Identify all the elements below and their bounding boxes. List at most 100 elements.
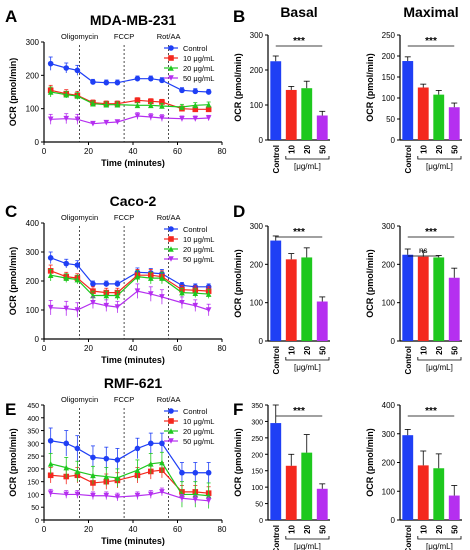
- data-point: [179, 289, 185, 296]
- legend-marker: [168, 428, 174, 434]
- category-label: 50: [450, 524, 459, 533]
- x-axis-label: [μg/mL]: [294, 542, 321, 550]
- data-point: [159, 115, 165, 121]
- x-tick-label: 80: [218, 344, 227, 353]
- x-tick-label: 60: [173, 344, 182, 353]
- y-tick-label: 200: [250, 260, 264, 269]
- bar: [448, 495, 460, 520]
- bar: [285, 259, 297, 341]
- panel-letter-d: D: [233, 202, 245, 221]
- legend-label: 10 μg/mL: [183, 417, 214, 426]
- data-point: [63, 440, 70, 447]
- data-point: [114, 119, 121, 125]
- y-tick-label: 200: [27, 467, 39, 474]
- legend-label: 10 μg/mL: [183, 235, 214, 244]
- significance-label-ns: ns: [419, 246, 427, 255]
- y-tick-label: 100: [26, 105, 40, 114]
- x-axis-label: [μg/mL]: [426, 162, 453, 171]
- category-label: Control: [404, 145, 413, 173]
- data-point: [159, 459, 165, 466]
- y-tick-label: 350: [27, 429, 39, 436]
- legend-label: Control: [183, 44, 208, 53]
- y-tick-label: 300: [26, 248, 40, 257]
- injection-label: Rot/AA: [157, 395, 181, 404]
- data-point: [103, 473, 110, 480]
- injection-label: Oligomycin: [61, 213, 98, 222]
- series-c50: 50 μg/mL: [47, 255, 214, 318]
- x-tick-label: 60: [173, 525, 182, 534]
- data-point: [148, 491, 154, 498]
- legend-label: 50 μg/mL: [183, 255, 214, 264]
- y-tick-label: 200: [250, 66, 264, 75]
- y-tick-label: 0: [35, 335, 40, 344]
- y-tick-label: 100: [26, 306, 40, 315]
- y-tick-label: 100: [382, 299, 396, 308]
- data-point: [205, 307, 212, 313]
- injection-label: Rot/AA: [157, 213, 181, 222]
- data-point: [205, 469, 212, 476]
- data-point: [114, 475, 121, 481]
- data-point: [47, 460, 54, 467]
- dose-bracket: [417, 357, 462, 361]
- x-tick-label: 40: [129, 344, 138, 353]
- data-point: [192, 102, 199, 109]
- dose-bracket: [417, 536, 462, 540]
- category-label: 50: [450, 144, 459, 153]
- x-tick-label: 0: [42, 525, 47, 534]
- panel-letter-b: B: [233, 7, 245, 26]
- y-tick-label: 200: [382, 52, 396, 61]
- legend-marker: [168, 55, 174, 61]
- legend-marker: [168, 256, 174, 262]
- y-tick-label: 50: [386, 115, 395, 124]
- data-point: [114, 494, 121, 500]
- bar: [448, 277, 460, 341]
- data-point: [148, 460, 154, 467]
- data-point: [103, 281, 110, 287]
- data-point: [63, 275, 70, 281]
- chart-title: Basal: [280, 4, 317, 20]
- injection-label: Oligomycin: [61, 32, 98, 41]
- data-point: [90, 492, 96, 499]
- data-point: [47, 272, 54, 278]
- series-line: [50, 461, 209, 497]
- legend-label: 50 μg/mL: [183, 74, 214, 83]
- data-point: [148, 102, 154, 109]
- bar: [316, 115, 328, 140]
- y-axis-label: OCR (pmol/min): [365, 53, 375, 122]
- x-tick-label: 0: [42, 344, 47, 353]
- bar-chart-d-4: 0 100 200 300 OCR (pmol/min) Control 10 20 50 [μg…: [233, 222, 330, 374]
- category-label: 10: [419, 524, 428, 533]
- injection-label: FCCP: [114, 395, 134, 404]
- x-axis-label: Time (minutes): [101, 536, 165, 546]
- y-axis-label: OCR (pmol/min): [233, 249, 243, 318]
- category-label: 20: [435, 144, 444, 153]
- data-point: [47, 490, 54, 496]
- bar-chart-d-5: 0 100 200 300 OCR (pmol/min) Control 10 20 50 [μg…: [365, 222, 462, 374]
- data-point: [74, 93, 81, 99]
- legend-marker: [168, 65, 174, 71]
- data-point: [205, 498, 212, 504]
- data-point: [148, 291, 154, 297]
- data-point: [103, 119, 110, 126]
- data-point: [205, 89, 212, 95]
- y-axis-label: OCR (pmol/min): [233, 53, 243, 122]
- data-point: [192, 115, 199, 122]
- y-tick-label: 100: [382, 94, 396, 103]
- category-label: 50: [318, 345, 327, 354]
- data-point: [114, 79, 121, 86]
- bar-chart-f-7: 0 50 100 150 200 250 300 350 OCR (pmol/min) Contr…: [233, 403, 330, 550]
- category-label: 10: [287, 345, 296, 354]
- bar: [417, 465, 429, 520]
- data-point: [103, 455, 110, 462]
- x-tick-label: 40: [129, 147, 138, 156]
- y-tick-label: 250: [27, 454, 39, 461]
- series-c50: 50 μg/mL: [47, 437, 214, 505]
- data-point: [205, 291, 212, 297]
- bar: [270, 240, 282, 341]
- bar-chart-b-1: Basal 0 100 200 300 OCR (pmol/min) Control 10 20…: [233, 4, 330, 173]
- y-tick-label: 100: [250, 101, 264, 110]
- data-point: [103, 101, 110, 108]
- legend-marker: [168, 75, 174, 81]
- series-c10: 10 μg/mL: [47, 54, 214, 113]
- significance-label: ***: [293, 36, 305, 47]
